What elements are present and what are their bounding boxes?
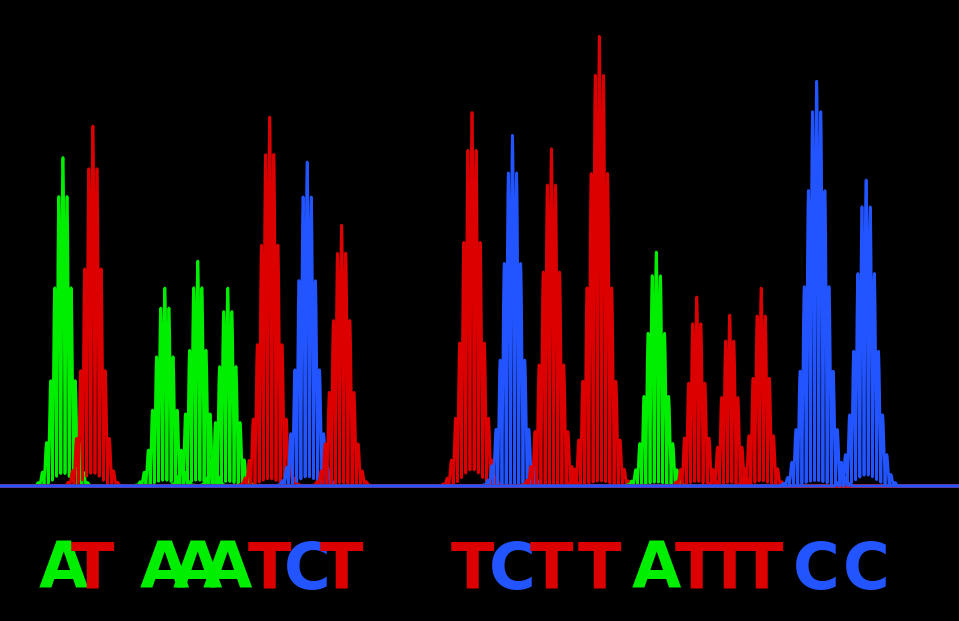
Text: T: T	[708, 540, 752, 602]
Text: C: C	[793, 540, 840, 602]
Text: C: C	[284, 540, 331, 602]
Text: T: T	[577, 540, 621, 602]
Text: C: C	[843, 540, 890, 602]
Text: A: A	[632, 540, 681, 602]
Text: T: T	[739, 540, 783, 602]
Text: T: T	[451, 540, 494, 602]
Text: A: A	[203, 540, 252, 602]
Text: T: T	[320, 540, 363, 602]
Text: T: T	[675, 540, 718, 602]
Text: T: T	[71, 540, 115, 602]
Text: T: T	[248, 540, 292, 602]
Text: C: C	[489, 540, 536, 602]
Text: A: A	[38, 540, 87, 602]
Text: A: A	[140, 540, 190, 602]
Text: T: T	[529, 540, 573, 602]
Text: A: A	[174, 540, 222, 602]
